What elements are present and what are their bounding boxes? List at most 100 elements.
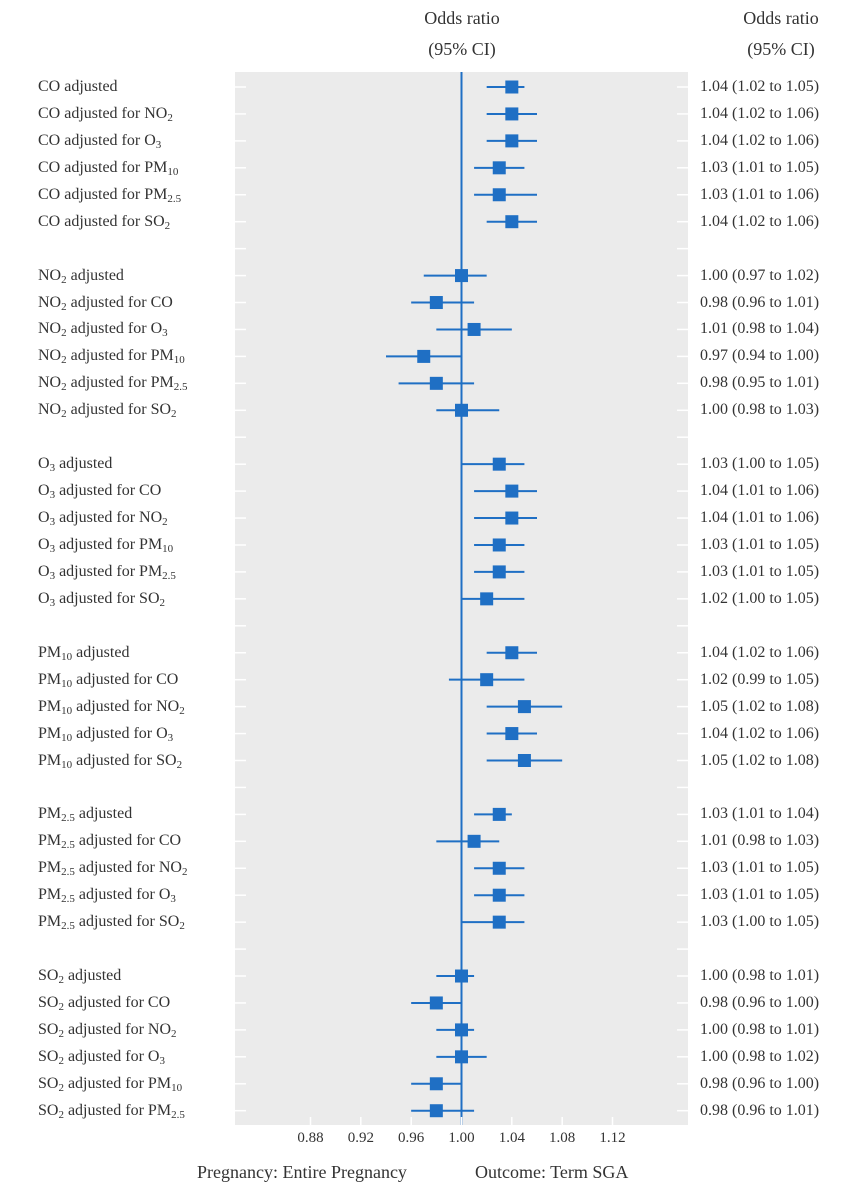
estimate-marker (517, 754, 531, 767)
row-estimate-text: 1.00 (0.98 to 1.01) (700, 967, 820, 985)
estimate-marker (505, 511, 519, 525)
row-estimate-text: 1.00 (0.98 to 1.01) (700, 1020, 820, 1038)
row-label: O3 adjusted for CO (38, 482, 162, 502)
estimate-marker (492, 565, 506, 579)
row-label: O3 adjusted for NO2 (38, 509, 168, 529)
row-label: CO adjusted for NO2 (38, 104, 173, 124)
row-estimate-text: 1.03 (1.00 to 1.05) (700, 913, 820, 931)
row-estimate-text: 1.03 (1.01 to 1.04) (700, 805, 820, 823)
estimate-marker (505, 134, 519, 148)
x-tick-label: 0.92 (348, 1130, 374, 1146)
footer-outcome: Outcome: Term SGA (475, 1162, 629, 1182)
x-tick-label: 1.00 (448, 1130, 474, 1146)
row-label: PM10 adjusted (38, 643, 130, 663)
row-label: PM10 adjusted for CO (38, 670, 179, 690)
header-middle-line2: (95% CI) (428, 39, 496, 59)
row-label: SO2 adjusted for PM10 (38, 1074, 183, 1094)
row-estimate-text: 0.98 (0.96 to 1.01) (700, 293, 820, 311)
row-label: NO2 adjusted for PM10 (38, 347, 185, 367)
estimate-marker (455, 269, 468, 283)
estimate-marker (455, 969, 468, 983)
row-estimate-text: 1.03 (1.00 to 1.05) (700, 455, 820, 473)
row-label: PM2.5 adjusted for SO2 (38, 913, 185, 933)
row-estimate-text: 1.03 (1.01 to 1.05) (700, 562, 820, 580)
estimate-marker (455, 403, 468, 417)
row-label: NO2 adjusted (38, 266, 124, 286)
estimate-marker (429, 1077, 443, 1091)
estimate-marker (480, 592, 494, 606)
estimate-marker (517, 700, 531, 714)
row-label: PM2.5 adjusted for NO2 (38, 859, 188, 879)
estimate-marker (492, 457, 506, 471)
row-estimate-text: 1.00 (0.97 to 1.02) (700, 266, 820, 284)
header-right: Odds ratio (95% CI) (701, 8, 850, 59)
row-label: CO adjusted for O3 (38, 131, 162, 151)
row-label: SO2 adjusted for O3 (38, 1047, 165, 1067)
row-estimate-text: 1.03 (1.01 to 1.05) (700, 886, 820, 904)
row-label: SO2 adjusted for PM2.5 (38, 1101, 185, 1121)
estimate-marker (492, 807, 506, 821)
row-estimate-text: 1.04 (1.02 to 1.05) (700, 78, 820, 95)
row-estimate-text: 1.02 (0.99 to 1.05) (700, 670, 820, 688)
estimate-marker (429, 996, 443, 1010)
estimate-marker (492, 888, 506, 902)
row-estimate-text: 1.03 (1.01 to 1.06) (700, 185, 820, 203)
header-right-line1: Odds ratio (743, 8, 819, 28)
estimate-marker (467, 834, 481, 848)
estimate-marker (505, 484, 519, 498)
row-estimate-text: 1.03 (1.01 to 1.05) (700, 859, 820, 877)
estimate-marker (455, 1050, 468, 1064)
footer-pregnancy: Pregnancy: Entire Pregnancy (197, 1162, 407, 1182)
row-label: O3 adjusted for PM10 (38, 535, 174, 555)
row-label: CO adjusted (38, 78, 118, 95)
estimate-marker (492, 188, 506, 202)
row-label: PM2.5 adjusted for O3 (38, 886, 176, 906)
row-estimate-text: 1.02 (1.00 to 1.05) (700, 589, 820, 607)
estimate-marker (492, 915, 506, 929)
row-estimate-text: 0.98 (0.95 to 1.01) (700, 374, 820, 392)
row-estimate-text: 1.00 (0.98 to 1.03) (700, 401, 820, 419)
row-estimate-text: 1.04 (1.02 to 1.06) (700, 212, 820, 230)
row-label: PM2.5 adjusted (38, 805, 133, 825)
row-label: NO2 adjusted for CO (38, 293, 173, 313)
row-label: SO2 adjusted for NO2 (38, 1020, 177, 1040)
estimate-marker (417, 349, 431, 363)
row-label: O3 adjusted (38, 455, 113, 475)
row-label: O3 adjusted for PM2.5 (38, 562, 176, 582)
estimate-marker (429, 1104, 443, 1118)
row-label: PM10 adjusted for SO2 (38, 751, 183, 771)
x-tick-label: 1.12 (599, 1130, 625, 1146)
x-tick-label: 0.96 (398, 1130, 425, 1146)
estimate-marker (505, 646, 519, 660)
row-estimate-text: 1.04 (1.02 to 1.06) (700, 643, 820, 661)
row-label: PM2.5 adjusted for CO (38, 832, 182, 852)
header-middle: Odds ratio (95% CI) (382, 8, 542, 59)
row-label: NO2 adjusted for PM2.5 (38, 374, 188, 394)
estimate-marker (492, 538, 506, 552)
x-tick-label: 1.08 (549, 1130, 575, 1146)
row-estimate-text: 1.04 (1.01 to 1.06) (700, 509, 820, 527)
estimate-marker (505, 107, 519, 121)
row-estimate-text: 1.01 (0.98 to 1.03) (700, 832, 820, 850)
row-label: SO2 adjusted (38, 967, 122, 987)
row-label: CO adjusted for SO2 (38, 212, 171, 232)
estimate-marker (505, 80, 519, 94)
row-label: PM10 adjusted for O3 (38, 724, 174, 744)
estimate-marker (480, 673, 494, 687)
estimate-marker (429, 296, 443, 310)
row-label: CO adjusted for PM10 (38, 158, 179, 178)
row-estimate-text: 1.04 (1.02 to 1.06) (700, 724, 820, 742)
x-tick-label: 0.88 (297, 1130, 323, 1146)
row-estimate-text: 0.98 (0.96 to 1.00) (700, 1074, 820, 1092)
estimate-marker (429, 376, 443, 390)
row-estimate-text: 1.05 (1.02 to 1.08) (700, 697, 820, 715)
row-label: CO adjusted for PM2.5 (38, 185, 182, 205)
row-estimate-text: 1.01 (0.98 to 1.04) (700, 320, 820, 338)
row-estimate-text: 1.04 (1.02 to 1.06) (700, 104, 820, 122)
row-label: SO2 adjusted for CO (38, 993, 171, 1013)
row-label: NO2 adjusted for SO2 (38, 401, 177, 421)
row-estimate-text: 0.98 (0.96 to 1.00) (700, 993, 820, 1011)
row-estimate-text: 0.98 (0.96 to 1.01) (700, 1101, 820, 1119)
estimate-marker (492, 161, 506, 175)
estimate-marker (505, 727, 519, 741)
